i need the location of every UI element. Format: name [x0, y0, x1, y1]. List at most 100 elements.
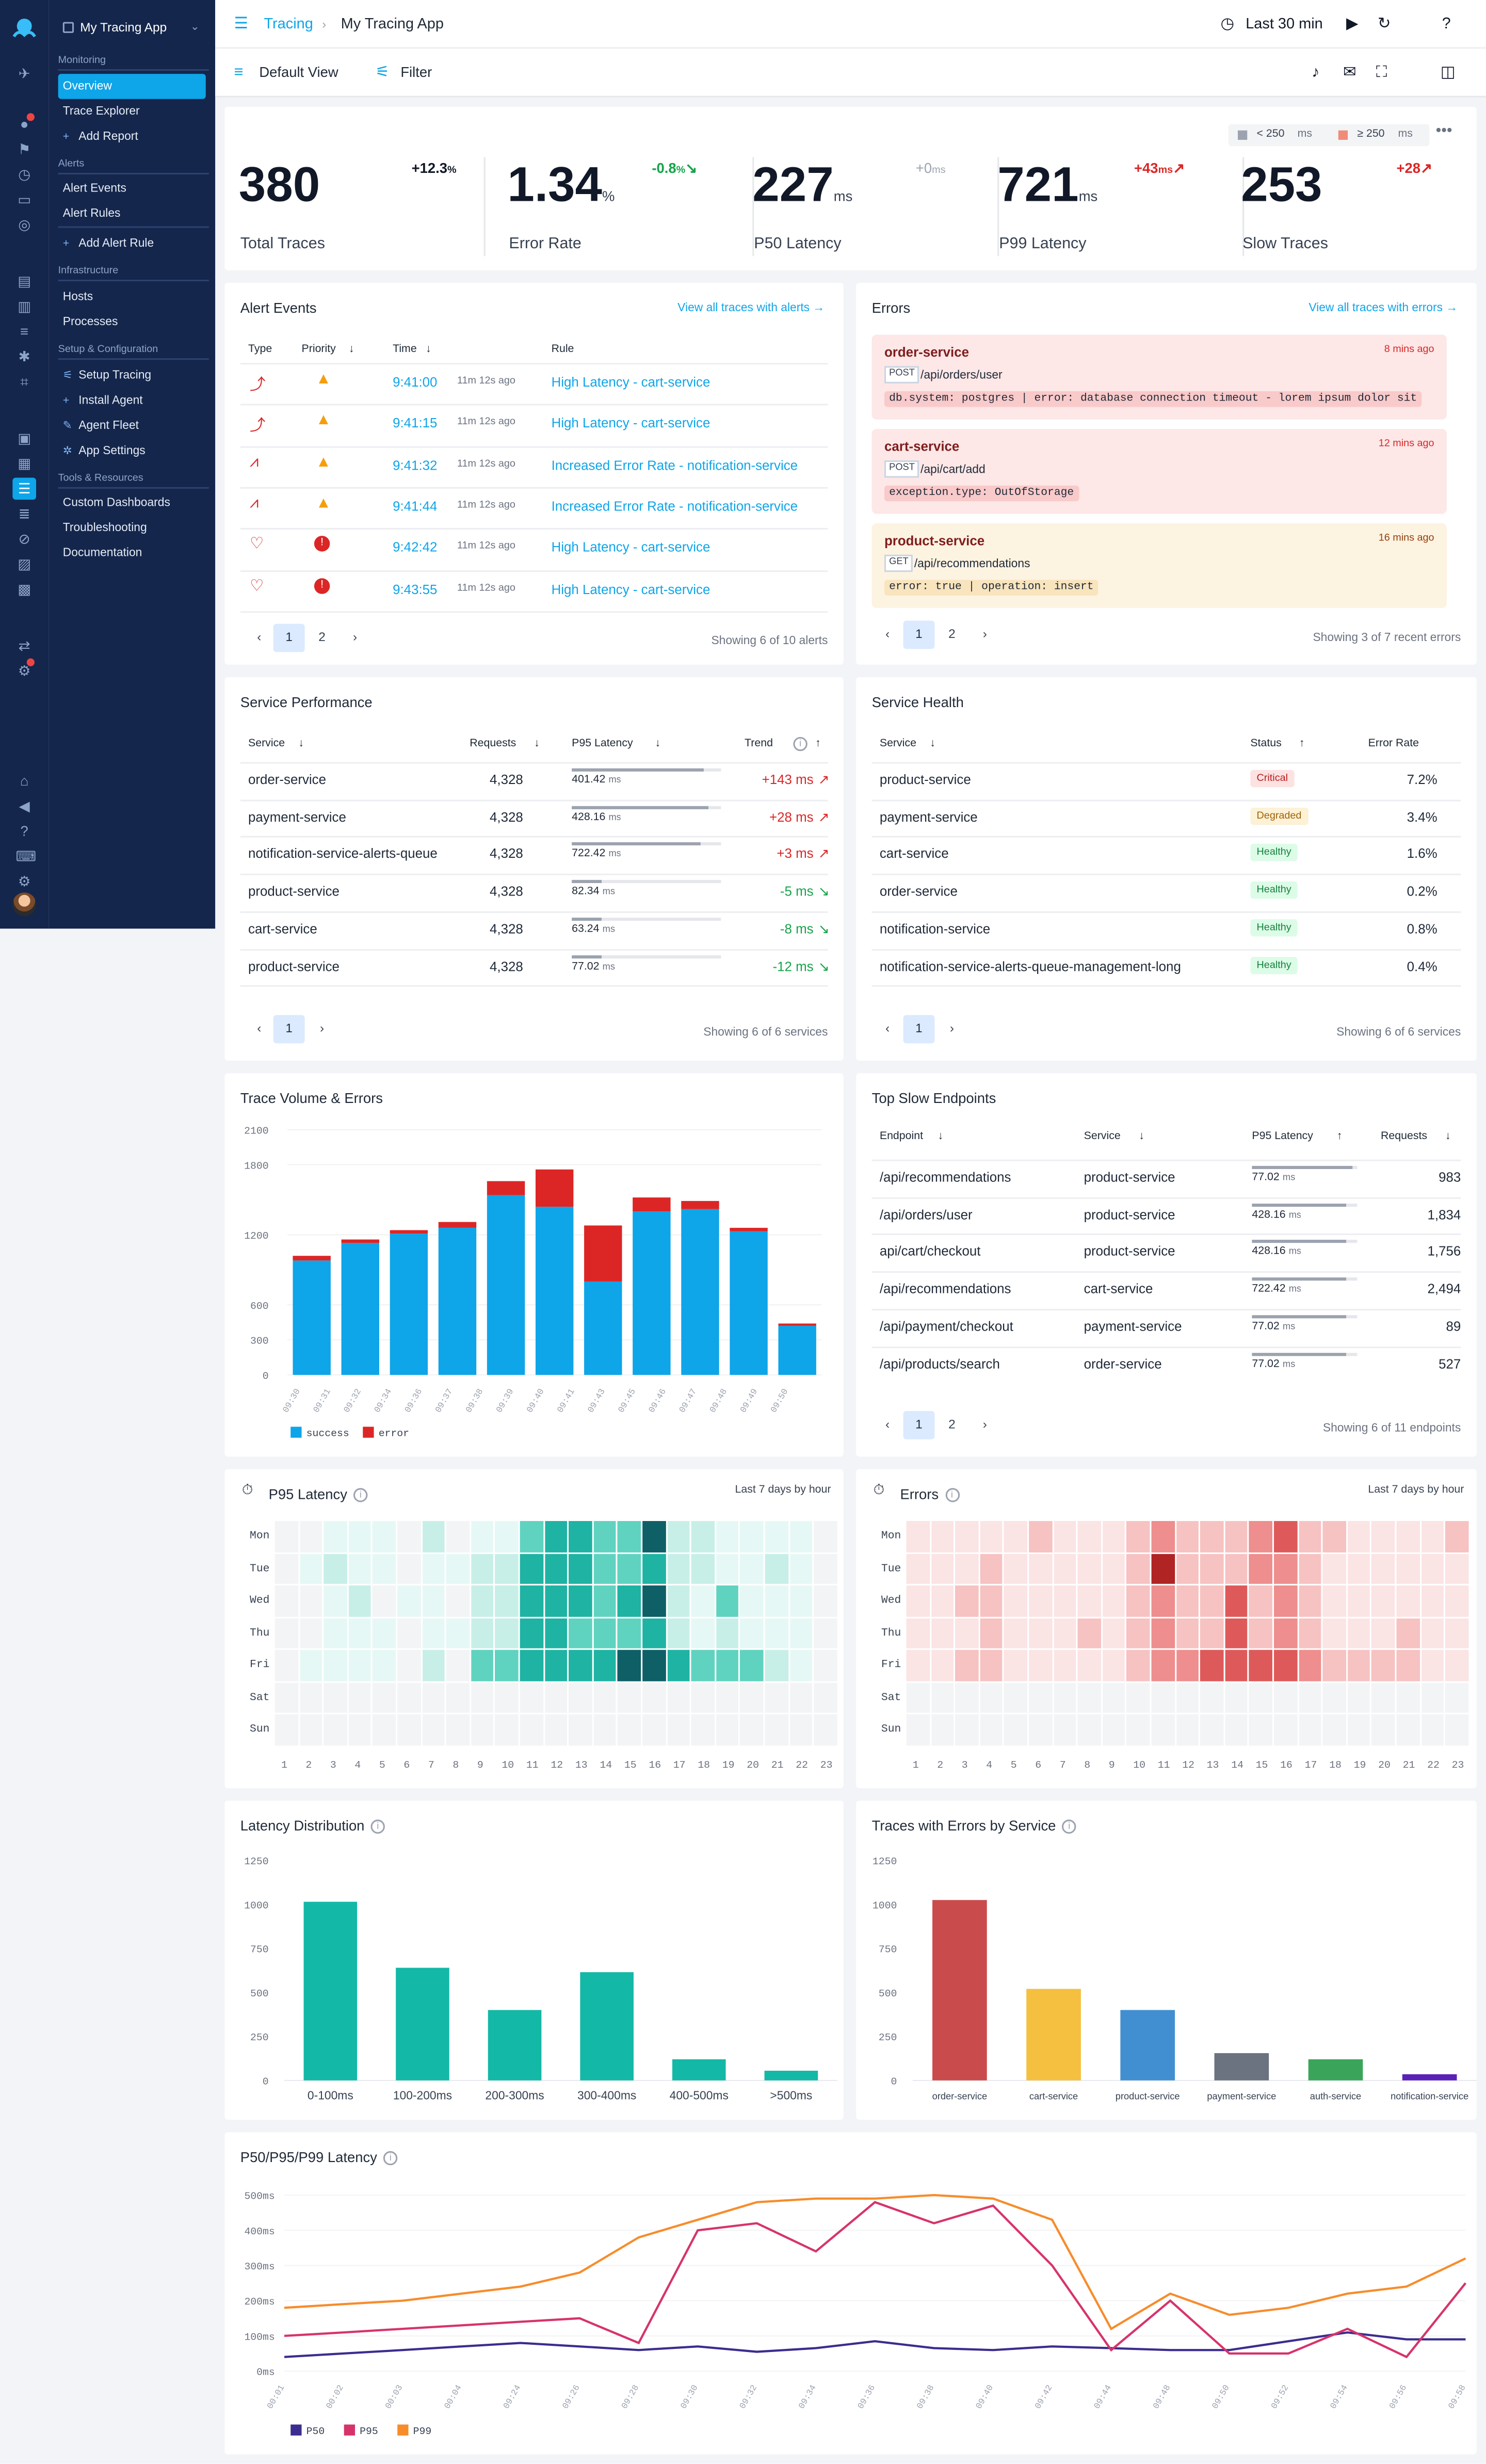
- heatmap-cell[interactable]: [1371, 1682, 1395, 1713]
- scan-icon[interactable]: ⌗: [20, 374, 28, 390]
- heatmap-cell[interactable]: [1127, 1650, 1150, 1681]
- heatmap-cell[interactable]: [1445, 1585, 1468, 1617]
- heatmap-cell[interactable]: [1396, 1618, 1419, 1649]
- heatmap-cell[interactable]: [1371, 1521, 1395, 1552]
- heatmap-cell[interactable]: [299, 1553, 322, 1584]
- heatmap-cell[interactable]: [691, 1585, 715, 1617]
- sort-asc-icon[interactable]: ↑: [815, 738, 821, 750]
- heatmap-cell[interactable]: [544, 1521, 568, 1552]
- heatmap-cell[interactable]: [1151, 1682, 1174, 1713]
- alert-time[interactable]: 9:41:44: [393, 498, 438, 514]
- heatmap-cell[interactable]: [373, 1682, 396, 1713]
- heatmap-cell[interactable]: [593, 1682, 617, 1713]
- heatmap-cell[interactable]: [422, 1521, 445, 1552]
- heatmap-cell[interactable]: [740, 1650, 764, 1681]
- service-name[interactable]: payment-service: [248, 808, 346, 825]
- sort-icon[interactable]: ↓: [655, 738, 661, 750]
- heatmap-cell[interactable]: [1249, 1682, 1272, 1713]
- heatmap-cell[interactable]: [274, 1618, 298, 1649]
- heatmap-cell[interactable]: [955, 1714, 978, 1745]
- heatmap-cell[interactable]: [765, 1650, 788, 1681]
- heatmap-cell[interactable]: [1078, 1650, 1101, 1681]
- heatmap-cell[interactable]: [642, 1521, 666, 1552]
- heatmap-cell[interactable]: [1029, 1553, 1052, 1584]
- heatmap-cell[interactable]: [1127, 1714, 1150, 1745]
- logs-icon[interactable]: ≣: [18, 506, 30, 522]
- heatmap-cell[interactable]: [569, 1682, 592, 1713]
- sidebar-item-hosts[interactable]: Hosts: [62, 289, 93, 303]
- heatmap-cell[interactable]: [1322, 1553, 1346, 1584]
- col-error-rate[interactable]: Error Rate: [1368, 738, 1419, 750]
- heatmap-cell[interactable]: [1274, 1650, 1297, 1681]
- next-page-icon[interactable]: ›: [352, 630, 358, 645]
- sort-desc-icon[interactable]: ↓: [426, 344, 431, 356]
- monitor-icon[interactable]: ▭: [18, 191, 31, 207]
- info-icon[interactable]: i: [353, 1488, 368, 1502]
- flag-icon[interactable]: ⚑: [18, 141, 31, 157]
- col-priority[interactable]: Priority: [301, 344, 336, 356]
- heatmap-cell[interactable]: [446, 1553, 470, 1584]
- heatmap-cell[interactable]: [446, 1521, 470, 1552]
- heatmap-cell[interactable]: [740, 1682, 764, 1713]
- heatmap-cell[interactable]: [691, 1521, 715, 1552]
- heatmap-cell[interactable]: [397, 1650, 421, 1681]
- page-1[interactable]: 1: [273, 623, 305, 652]
- heatmap-cell[interactable]: [955, 1585, 978, 1617]
- error-item[interactable]: order-service 8 mins ago POST/api/orders/u…: [871, 334, 1447, 420]
- sidebar-item-install-agent[interactable]: + Install Agent: [58, 388, 206, 413]
- service-name[interactable]: payment-service: [879, 808, 978, 825]
- info-icon[interactable]: i: [383, 2151, 398, 2166]
- sidebar-item-troubleshooting[interactable]: Troubleshooting: [62, 520, 147, 535]
- endpoint-path[interactable]: /api/orders/user: [879, 1206, 973, 1222]
- endpoint-path[interactable]: /api/recommendations: [879, 1169, 1011, 1185]
- sidebar-item-add-report[interactable]: + Add Report: [58, 124, 206, 150]
- heatmap-cell[interactable]: [667, 1714, 690, 1745]
- heatmap-cell[interactable]: [980, 1521, 1003, 1552]
- heatmap-cell[interactable]: [789, 1650, 813, 1681]
- col-rule[interactable]: Rule: [551, 344, 574, 356]
- avatar[interactable]: [12, 892, 37, 916]
- heatmap-cell[interactable]: [1298, 1714, 1321, 1745]
- service-name[interactable]: product-service: [248, 957, 340, 974]
- page-1[interactable]: 1: [903, 1411, 935, 1439]
- tracing-icon[interactable]: ☰: [12, 477, 37, 500]
- page-1[interactable]: 1: [903, 1015, 935, 1044]
- endpoint-path[interactable]: /api/products/search: [879, 1355, 1000, 1371]
- heatmap-cell[interactable]: [1151, 1650, 1174, 1681]
- heatmap-cell[interactable]: [1420, 1650, 1444, 1681]
- heatmap-cell[interactable]: [1420, 1714, 1444, 1745]
- service-name[interactable]: cart-service: [879, 846, 949, 862]
- heatmap-cell[interactable]: [814, 1521, 837, 1552]
- heatmap-cell[interactable]: [1249, 1618, 1272, 1649]
- heatmap-cell[interactable]: [1322, 1714, 1346, 1745]
- alert-circle-icon[interactable]: ●: [20, 116, 29, 132]
- database-icon[interactable]: ▦: [18, 455, 31, 472]
- sidebar-item-setup-tracing[interactable]: ⚟ Setup Tracing: [58, 363, 206, 388]
- page-1[interactable]: 1: [273, 1015, 305, 1044]
- heatmap-cell[interactable]: [274, 1521, 298, 1552]
- col-status[interactable]: Status: [1250, 738, 1282, 750]
- heatmap-cell[interactable]: [397, 1714, 421, 1745]
- alert-rule-link[interactable]: Increased Error Rate - notification-serv…: [551, 498, 798, 514]
- heatmap-cell[interactable]: [1029, 1650, 1052, 1681]
- heatmap-cell[interactable]: [1322, 1618, 1346, 1649]
- heatmap-cell[interactable]: [955, 1618, 978, 1649]
- heatmap-cell[interactable]: [1249, 1521, 1272, 1552]
- heatmap-cell[interactable]: [397, 1521, 421, 1552]
- heatmap-cell[interactable]: [544, 1682, 568, 1713]
- heatmap-cell[interactable]: [740, 1553, 764, 1584]
- heatmap-cell[interactable]: [1225, 1618, 1248, 1649]
- heatmap-cell[interactable]: [789, 1714, 813, 1745]
- info-icon[interactable]: i: [945, 1488, 959, 1502]
- heatmap-cell[interactable]: [931, 1650, 954, 1681]
- heatmap-cell[interactable]: [931, 1618, 954, 1649]
- heatmap-cell[interactable]: [691, 1650, 715, 1681]
- heatmap-cell[interactable]: [373, 1585, 396, 1617]
- heatmap-cell[interactable]: [299, 1618, 322, 1649]
- layout-icon[interactable]: ◫: [1440, 64, 1456, 82]
- more-icon[interactable]: •••: [1435, 122, 1452, 140]
- heatmap-cell[interactable]: [716, 1618, 739, 1649]
- heatmap-cell[interactable]: [471, 1714, 494, 1745]
- heatmap-cell[interactable]: [667, 1682, 690, 1713]
- heatmap-cell[interactable]: [1396, 1650, 1419, 1681]
